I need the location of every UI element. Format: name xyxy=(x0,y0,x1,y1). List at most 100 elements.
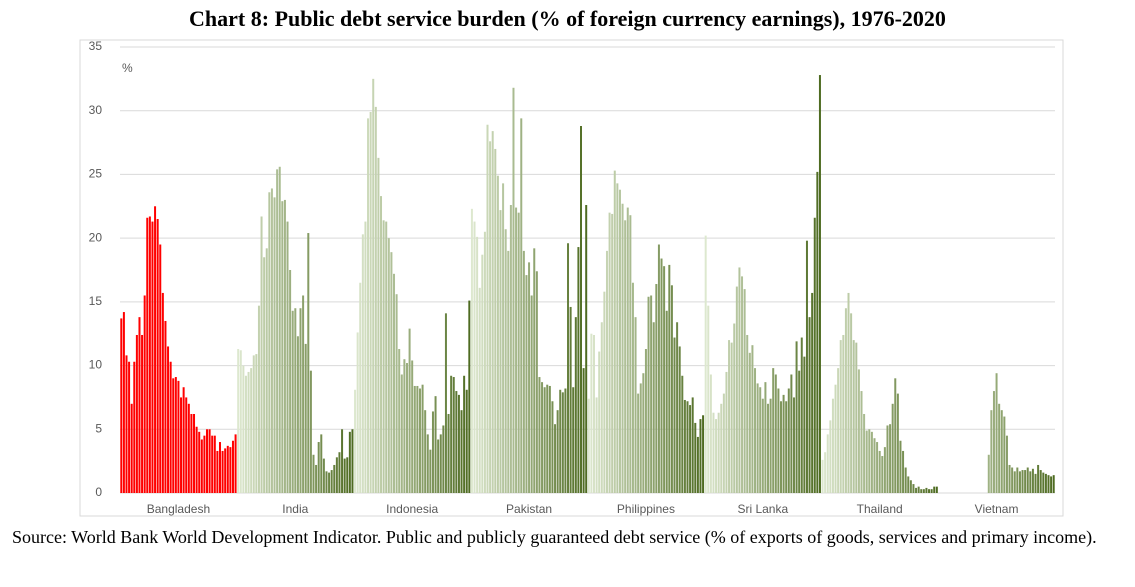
bar xyxy=(712,412,715,493)
bar xyxy=(676,322,679,493)
bar xyxy=(309,370,312,493)
bar xyxy=(265,248,268,493)
bar xyxy=(608,212,611,493)
bar xyxy=(151,221,154,493)
bar xyxy=(595,397,598,493)
bar xyxy=(637,393,640,493)
y-tick-label: 10 xyxy=(89,358,103,372)
bar xyxy=(735,286,738,493)
bar xyxy=(912,484,915,493)
bar xyxy=(829,420,832,493)
bar xyxy=(296,336,299,493)
source-note: Source: World Bank World Development Ind… xyxy=(12,527,1097,547)
bar xyxy=(992,391,995,493)
bar xyxy=(138,317,141,493)
bar xyxy=(481,254,484,493)
bar xyxy=(870,431,873,493)
bar xyxy=(473,221,476,493)
bar xyxy=(426,434,429,493)
bar xyxy=(338,452,341,493)
bar xyxy=(148,216,151,494)
bar xyxy=(328,472,331,493)
bar xyxy=(987,454,990,493)
bar xyxy=(821,459,824,493)
bar xyxy=(206,429,209,493)
bar xyxy=(834,384,837,493)
bar xyxy=(390,252,393,493)
bar xyxy=(455,391,458,493)
bar xyxy=(647,296,650,493)
bar xyxy=(198,431,201,493)
bar xyxy=(216,450,219,493)
bar xyxy=(567,243,570,493)
bar xyxy=(754,368,757,493)
bar xyxy=(359,282,362,493)
bar xyxy=(356,332,359,493)
bar xyxy=(439,434,442,493)
bar xyxy=(798,370,801,493)
bar xyxy=(520,118,523,494)
y-tick-label: 30 xyxy=(89,103,103,117)
bar xyxy=(650,295,653,493)
bar xyxy=(468,300,471,493)
bar xyxy=(489,141,492,493)
bar xyxy=(767,403,770,493)
bar xyxy=(1037,464,1040,493)
bar xyxy=(842,334,845,493)
bar xyxy=(1042,472,1045,493)
bar xyxy=(504,229,507,494)
bar xyxy=(844,308,847,493)
bar xyxy=(748,352,751,493)
bar xyxy=(541,382,544,493)
bar xyxy=(626,207,629,493)
bar xyxy=(722,393,725,493)
bar xyxy=(928,489,931,493)
bar xyxy=(873,438,876,493)
bar xyxy=(933,486,936,493)
bar xyxy=(372,78,375,493)
bar xyxy=(922,489,925,493)
bar xyxy=(580,126,583,494)
bar xyxy=(528,262,531,493)
bar xyxy=(694,422,697,493)
bar xyxy=(1052,475,1055,493)
bar xyxy=(803,356,806,493)
bar xyxy=(813,217,816,494)
bar xyxy=(203,435,206,493)
bar xyxy=(385,221,388,493)
x-tick-label: Indonesia xyxy=(386,502,438,516)
bar xyxy=(556,410,559,493)
bar xyxy=(896,393,899,493)
y-tick-label: 0 xyxy=(95,485,102,499)
bar xyxy=(889,424,892,493)
bar xyxy=(902,450,905,493)
bar xyxy=(865,430,868,493)
bar xyxy=(847,292,850,493)
bar xyxy=(434,396,437,493)
bar xyxy=(733,323,736,493)
bar xyxy=(860,391,863,493)
bar xyxy=(400,374,403,493)
bar xyxy=(200,439,203,493)
bar xyxy=(1016,467,1019,493)
bar xyxy=(270,188,273,493)
bar xyxy=(881,456,884,493)
bar xyxy=(273,197,276,493)
x-tick-label: Sri Lanka xyxy=(737,502,788,516)
bar xyxy=(917,486,920,493)
bar xyxy=(276,169,279,493)
bar xyxy=(728,340,731,493)
bar xyxy=(533,248,536,493)
bar xyxy=(294,308,297,493)
bar xyxy=(413,385,416,493)
bar xyxy=(1024,470,1027,493)
bar xyxy=(777,388,780,493)
bar xyxy=(657,244,660,493)
bar xyxy=(930,489,933,493)
bar xyxy=(764,382,767,493)
bar xyxy=(351,429,354,493)
x-tick-label: Bangladesh xyxy=(147,502,210,516)
bar xyxy=(907,476,910,493)
bar xyxy=(460,410,463,493)
bar xyxy=(769,398,772,493)
